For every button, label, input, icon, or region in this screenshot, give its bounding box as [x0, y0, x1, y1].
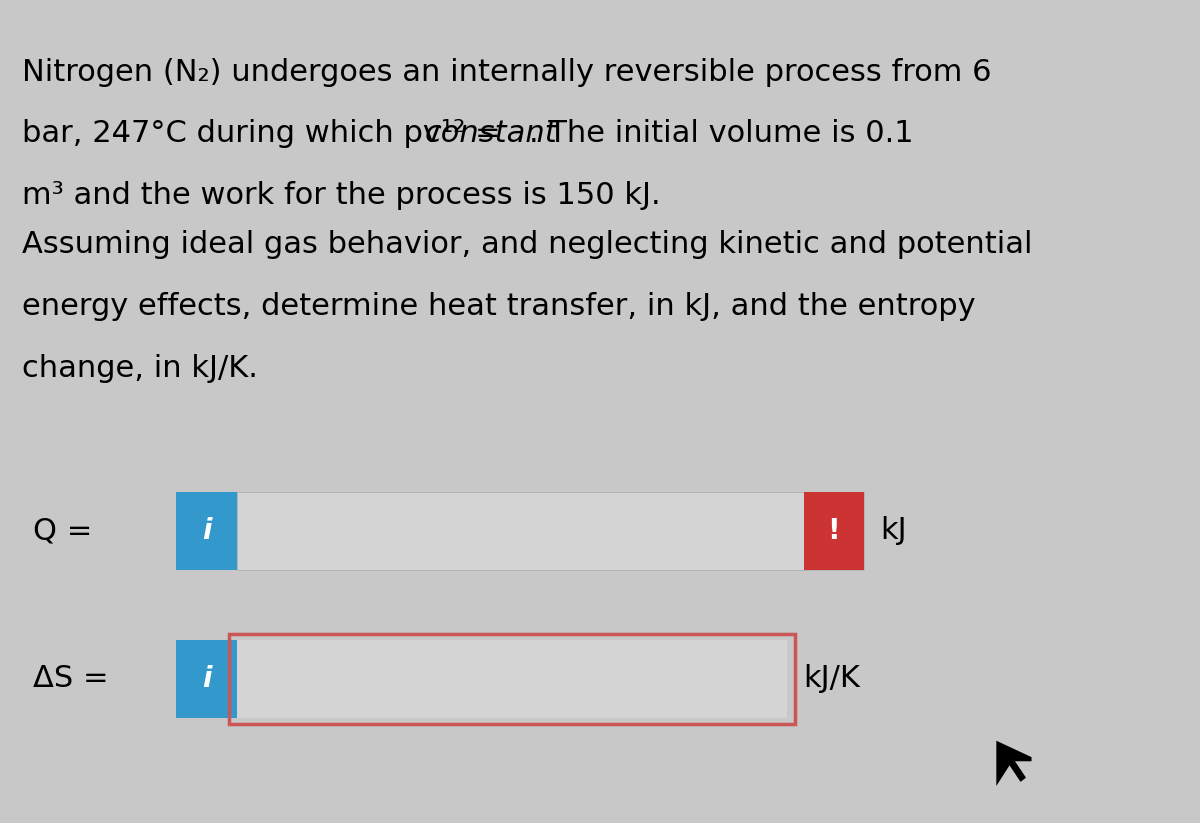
Text: m³ and the work for the process is 150 kJ.: m³ and the work for the process is 150 k…	[22, 181, 661, 210]
Text: kJ: kJ	[881, 516, 907, 546]
FancyBboxPatch shape	[804, 492, 864, 570]
FancyBboxPatch shape	[236, 492, 864, 570]
Text: bar, 247°C during which pv¹² =: bar, 247°C during which pv¹² =	[22, 119, 510, 148]
Polygon shape	[996, 741, 1032, 786]
Text: . The initial volume is 0.1: . The initial volume is 0.1	[529, 119, 913, 148]
Text: Q =: Q =	[34, 516, 92, 546]
Text: i: i	[202, 665, 211, 693]
Text: Assuming ideal gas behavior, and neglecting kinetic and potential: Assuming ideal gas behavior, and neglect…	[22, 230, 1032, 259]
Text: i: i	[202, 517, 211, 545]
Text: constant: constant	[425, 119, 558, 148]
FancyBboxPatch shape	[236, 640, 787, 718]
Text: energy effects, determine heat transfer, in kJ, and the entropy: energy effects, determine heat transfer,…	[22, 292, 976, 321]
Text: ΔS =: ΔS =	[34, 664, 109, 694]
Text: change, in kJ/K.: change, in kJ/K.	[22, 354, 258, 383]
Text: !: !	[828, 517, 840, 545]
FancyBboxPatch shape	[176, 492, 236, 570]
Text: Nitrogen (N₂) undergoes an internally reversible process from 6: Nitrogen (N₂) undergoes an internally re…	[22, 58, 991, 86]
FancyBboxPatch shape	[176, 640, 236, 718]
Text: kJ/K: kJ/K	[804, 664, 860, 694]
